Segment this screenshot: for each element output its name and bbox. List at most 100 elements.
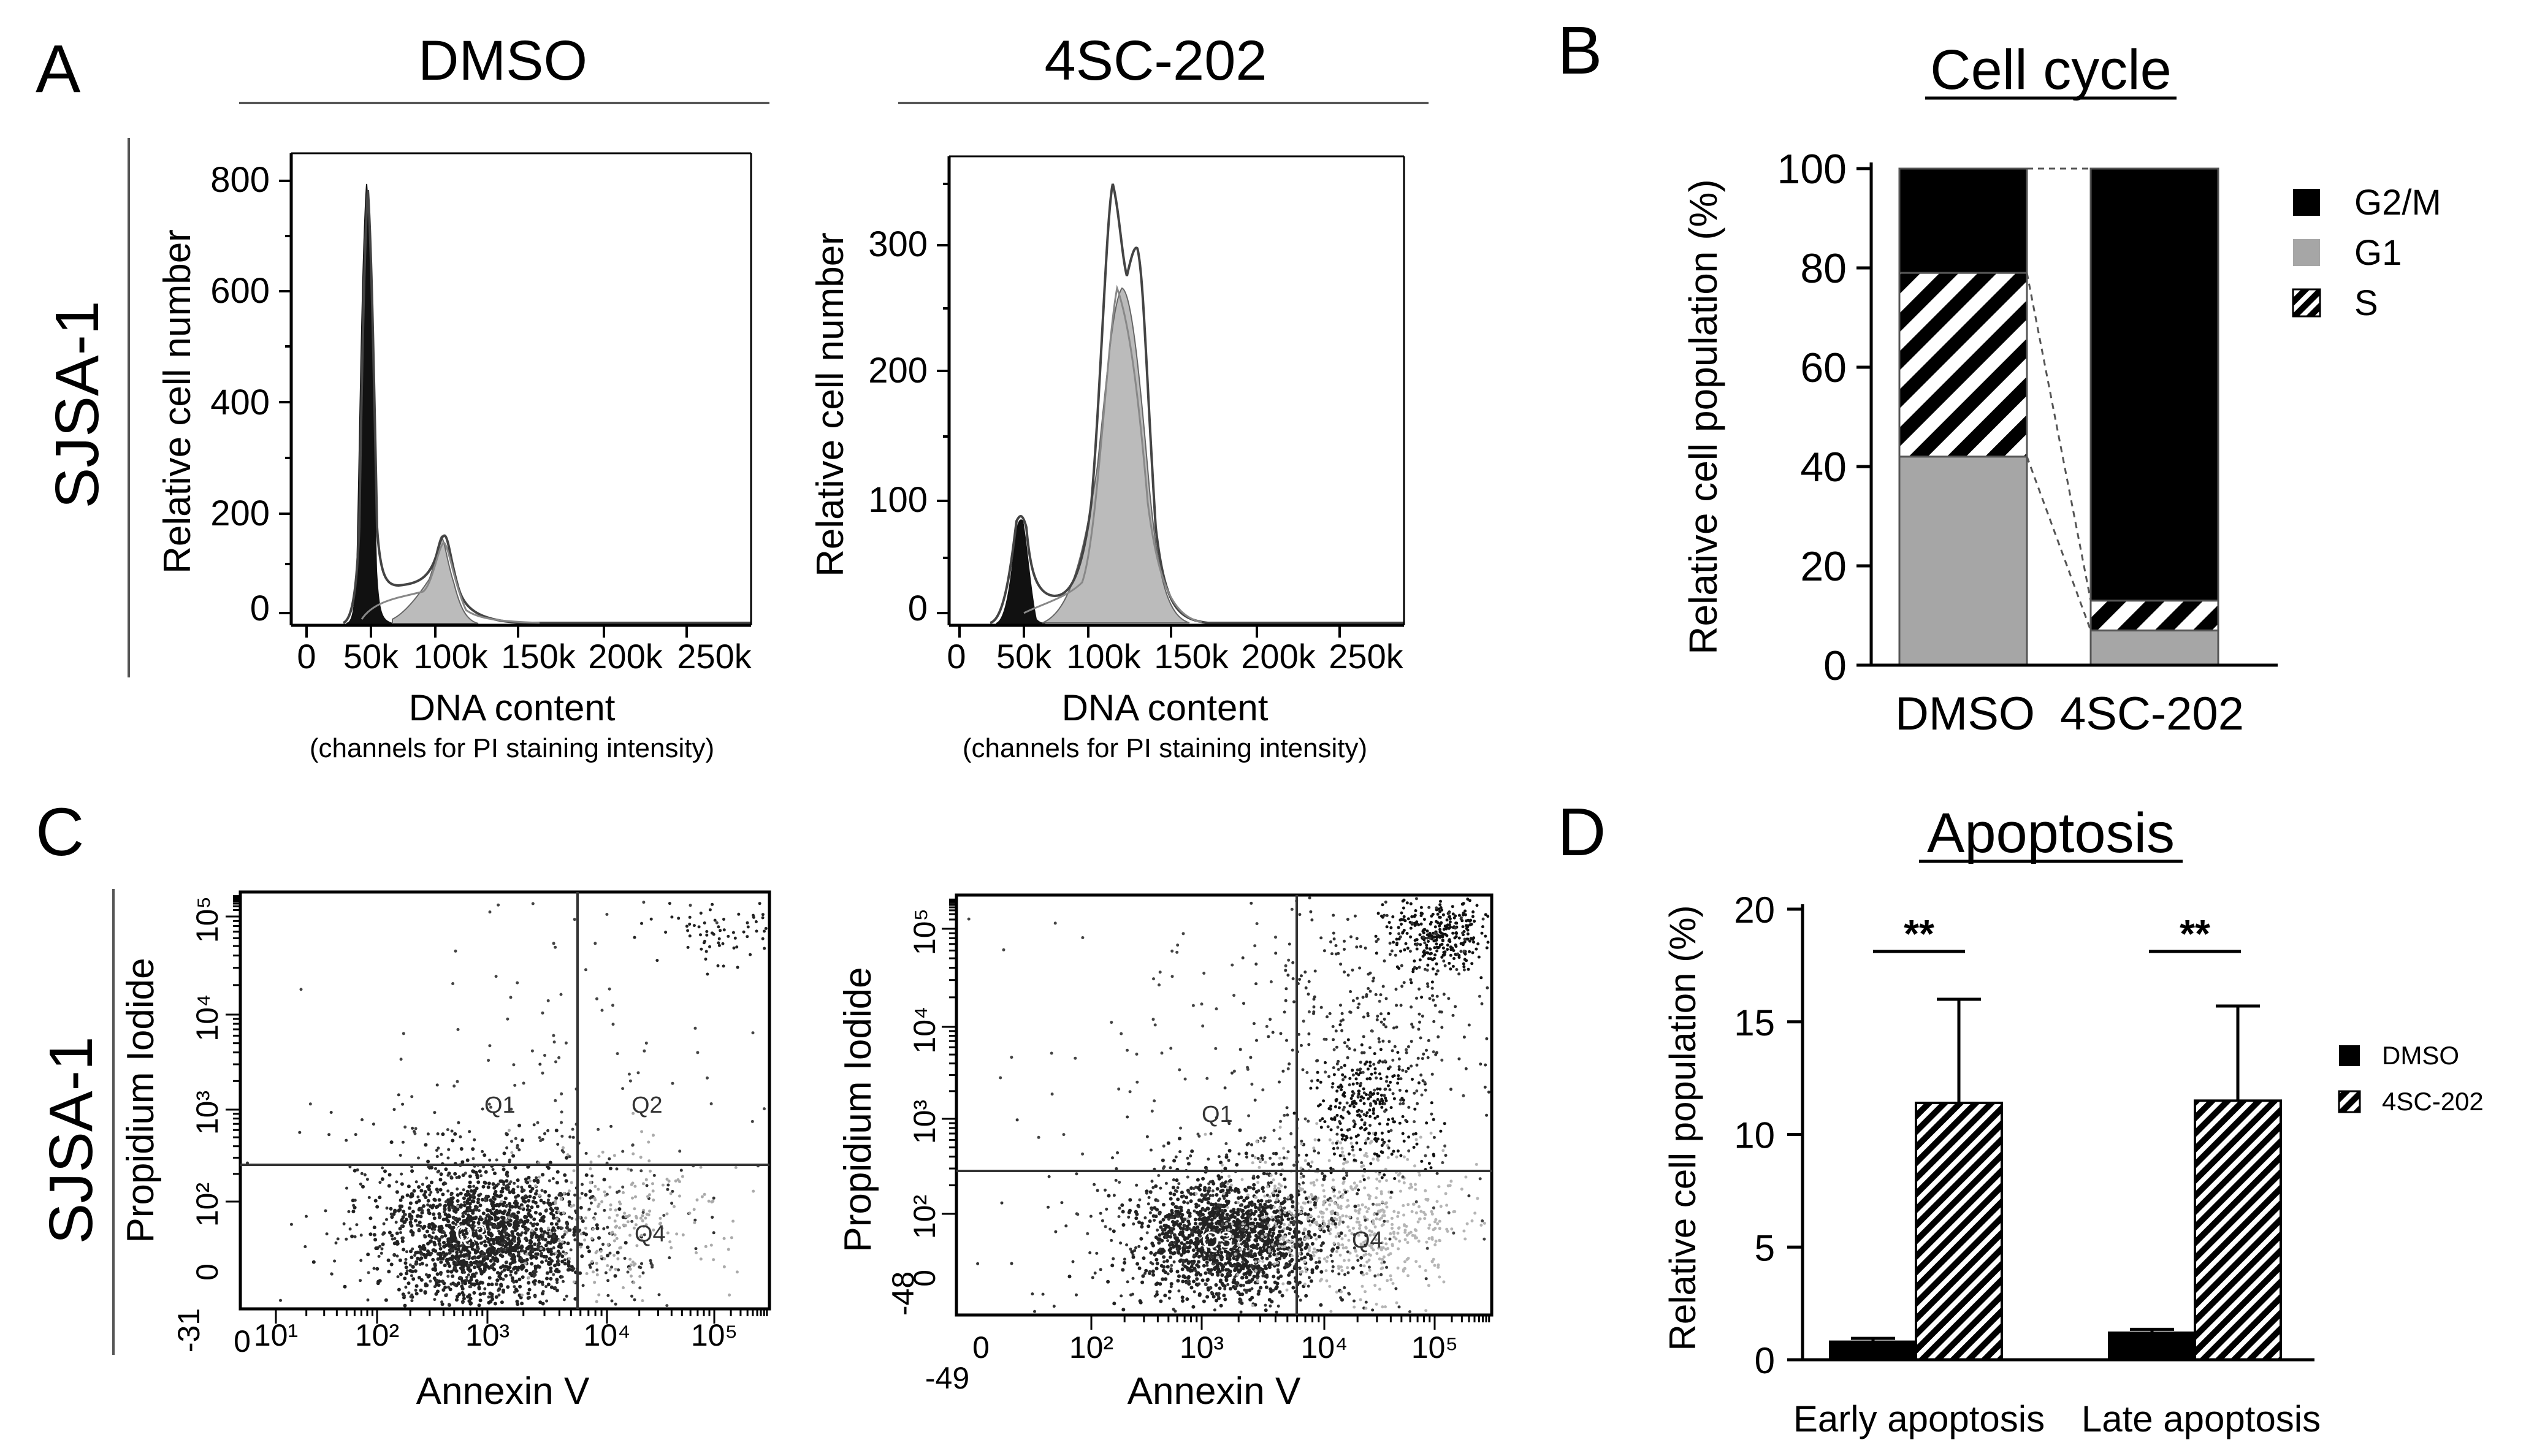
flow2-dot xyxy=(1275,1285,1279,1289)
flow1-dot xyxy=(731,1219,735,1223)
flow2-dot xyxy=(1287,1195,1290,1199)
flow1-q4: Q4 xyxy=(635,1221,666,1247)
flow1-dot xyxy=(430,1222,435,1226)
flow1-dot xyxy=(505,1170,509,1175)
flow2-dot xyxy=(1291,1235,1295,1239)
flow1-dot xyxy=(546,1283,551,1287)
flow1-dot xyxy=(459,1254,464,1258)
flow2-dot xyxy=(1380,1224,1384,1227)
flow1-dot xyxy=(688,1211,692,1215)
flow1-dot xyxy=(393,1237,397,1240)
flow2-dot xyxy=(1438,1239,1441,1243)
flow2-dot xyxy=(1235,1232,1239,1236)
flow1-dot xyxy=(580,1254,584,1259)
flow1-dot xyxy=(608,1251,612,1255)
flow1-dot xyxy=(537,1279,541,1284)
flow2-dot xyxy=(1283,1177,1287,1181)
flow1-dot xyxy=(381,1166,384,1170)
flow1-dot xyxy=(436,1257,440,1261)
flow2-dot xyxy=(1218,1197,1221,1201)
legend-label-g2m: G2/M xyxy=(2354,183,2441,223)
flow2-dot xyxy=(1126,1115,1129,1119)
flow2-dot xyxy=(1256,1157,1260,1160)
flow1-dot xyxy=(761,937,765,940)
flow1-dot xyxy=(443,1231,446,1235)
flow2-dot xyxy=(1307,1237,1310,1240)
flow2-dot xyxy=(1406,1067,1410,1070)
flow1-dot xyxy=(426,1132,430,1136)
flow2-dot xyxy=(1172,1260,1176,1264)
flow2-dot xyxy=(1338,1154,1342,1157)
flow2-dot xyxy=(1401,1115,1405,1118)
flow1-dot xyxy=(538,1136,541,1140)
flow2-dot xyxy=(1417,1240,1421,1243)
flow2-dot xyxy=(1351,1069,1354,1072)
flow1-dot xyxy=(560,1259,565,1264)
flow1-dot xyxy=(366,1298,370,1302)
flow2-dot xyxy=(1128,1208,1132,1213)
flow2-dot xyxy=(1167,1289,1172,1294)
flow1-dot xyxy=(606,1225,609,1229)
flow2-dot xyxy=(1305,1153,1308,1157)
flow1-dot xyxy=(529,1240,533,1244)
flow2-dot xyxy=(1396,1266,1400,1270)
flow2-dot xyxy=(1140,1280,1145,1284)
flow1-dot xyxy=(380,1247,384,1251)
flow1-dot xyxy=(652,1199,655,1202)
flow1-dot xyxy=(749,953,752,956)
flow2-dot xyxy=(1257,1259,1261,1263)
flow2-dot xyxy=(1207,1197,1211,1201)
flow2-dot xyxy=(1430,1101,1433,1105)
flow2-dot xyxy=(1237,1152,1241,1156)
flow1-ylabel: Propidium Iodide xyxy=(120,958,162,1243)
flow1-dot xyxy=(572,1233,576,1237)
flow1-dot xyxy=(463,1270,467,1274)
flow1-dot xyxy=(545,1276,549,1281)
flow1-dot xyxy=(410,1299,414,1303)
flow2-dot xyxy=(1261,1235,1264,1238)
flow2-dot xyxy=(1273,1280,1277,1284)
flow1-dot xyxy=(482,1270,486,1273)
flow2-dot xyxy=(1216,1250,1220,1254)
flow2-dot xyxy=(1434,1218,1438,1221)
flow2-dot xyxy=(1210,1218,1214,1222)
flow1-dot xyxy=(711,902,714,906)
hist1-x-ticks xyxy=(305,625,688,638)
flow1-dot xyxy=(613,1233,617,1237)
flow1-dot xyxy=(635,1244,639,1248)
flow2-dot xyxy=(1362,1273,1365,1276)
flow1-dot xyxy=(459,1259,464,1264)
flow1-ytick-102: 10² xyxy=(190,1183,224,1227)
flow2-dot xyxy=(1365,1060,1368,1064)
flow1-dot xyxy=(481,1251,485,1254)
flow1-dot xyxy=(500,1215,504,1219)
flow1-dot xyxy=(483,1181,487,1185)
flow1-dot xyxy=(419,1224,422,1228)
flow2-dot xyxy=(1202,1194,1205,1198)
flow1-dot xyxy=(448,1223,452,1227)
flow2-dot xyxy=(1368,1064,1372,1068)
flow2-dot xyxy=(1252,1183,1256,1187)
flow1-dot xyxy=(419,1206,423,1210)
flow2-dot xyxy=(1223,1208,1227,1213)
cell-cycle-ytick-60: 60 xyxy=(1800,345,1847,391)
flow1-dot xyxy=(621,1185,625,1189)
flow2-dot xyxy=(1219,1303,1223,1308)
flow2-dot xyxy=(1366,1067,1370,1071)
flow2-dot xyxy=(1376,1157,1379,1161)
flow1-dot xyxy=(601,1243,605,1246)
flow2-dot xyxy=(1264,1308,1268,1313)
flow1-dot xyxy=(426,1275,430,1279)
flow2-dot xyxy=(1438,903,1442,907)
flow2-dot xyxy=(1418,1217,1422,1221)
flow1-dot xyxy=(446,1173,450,1177)
flow2-dot xyxy=(1186,1201,1189,1205)
flow1-dot xyxy=(500,1254,505,1259)
flow1-dot xyxy=(533,1295,537,1298)
flow1-dot xyxy=(511,1257,514,1260)
flow2-dot xyxy=(1220,1175,1224,1179)
flow2-dot xyxy=(1251,1266,1254,1269)
flow1-dot xyxy=(727,1248,730,1251)
flow2-dot xyxy=(1213,1308,1216,1312)
flow1-dot xyxy=(410,1270,414,1273)
